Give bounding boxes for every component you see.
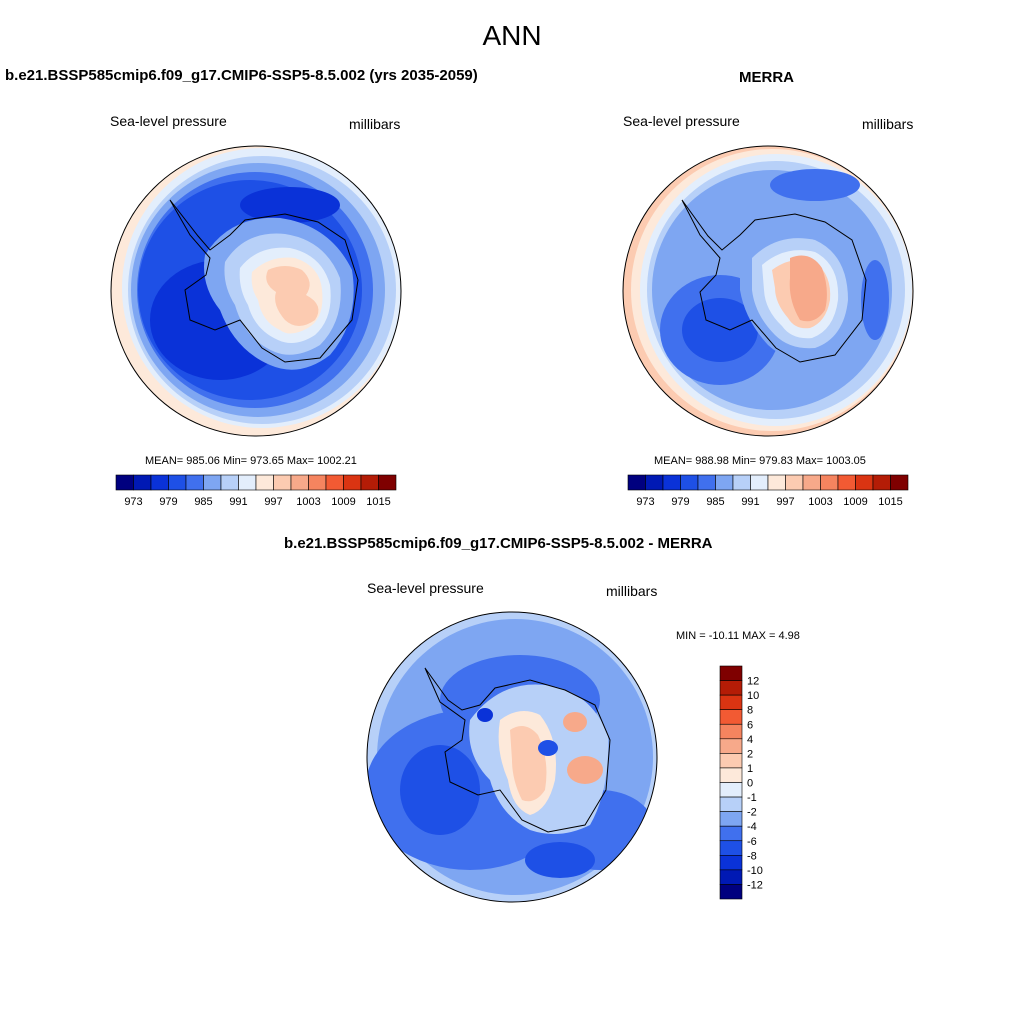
colorbar-box — [719, 680, 743, 696]
units-label-obs: millibars — [862, 116, 914, 132]
colorbar-box — [872, 474, 891, 491]
variable-label-diff: Sea-level pressure — [367, 580, 484, 596]
colorbar-tick-label: 4 — [747, 734, 753, 746]
colorbar-tick-label: 973 — [636, 496, 654, 508]
colorbar-box — [732, 474, 751, 491]
colorbar-tick-label: 1009 — [331, 496, 355, 508]
colorbar-tick-label: 997 — [264, 496, 282, 508]
variable-label-obs: Sea-level pressure — [623, 113, 740, 129]
colorbar-tick-label: 1003 — [296, 496, 320, 508]
colorbar-box — [220, 474, 239, 491]
colorbar-tick-label: -2 — [747, 807, 757, 819]
colorbar-box — [719, 753, 743, 769]
colorbar-tick-label: -6 — [747, 836, 757, 848]
colorbar-box — [719, 884, 743, 900]
colorbar-box — [719, 723, 743, 740]
panel-title-model: b.e21.BSSP585cmip6.f09_g17.CMIP6-SSP5-8.… — [5, 67, 478, 84]
stats-model: MEAN= 985.06 Min= 973.65 Max= 1002.21 — [145, 455, 357, 467]
colorbar-box — [719, 840, 743, 856]
colorbar-box — [325, 474, 344, 491]
colorbar-tick-label: 1015 — [366, 496, 390, 508]
colorbar-box — [378, 474, 397, 491]
colorbar-box — [168, 474, 187, 491]
colorbar-tick-label: 985 — [194, 496, 212, 508]
colorbar-tick-label: 979 — [671, 496, 689, 508]
map-diff — [367, 612, 657, 902]
colorbar-box — [719, 796, 743, 812]
colorbar-model: 973 979 985 991 997 1003 1009 1015 — [115, 474, 397, 508]
colorbar-box — [719, 825, 743, 842]
colorbar-tick-label: 1015 — [878, 496, 902, 508]
colorbar-box — [715, 474, 734, 491]
colorbar-box — [802, 474, 821, 491]
colorbar-box — [719, 665, 743, 681]
colorbar-box — [750, 474, 769, 491]
colorbar-box — [719, 782, 743, 798]
colorbar-box — [360, 474, 379, 491]
units-label-model: millibars — [349, 116, 401, 132]
colorbar-box — [680, 474, 699, 491]
colorbar-box — [662, 474, 681, 491]
colorbar-box — [890, 474, 909, 491]
colorbar-box — [133, 474, 152, 491]
colorbar-box — [115, 474, 134, 491]
colorbar-box — [719, 869, 743, 885]
units-label-diff: millibars — [606, 583, 658, 599]
colorbar-box — [343, 474, 362, 491]
colorbar-tick-label: -12 — [747, 879, 763, 891]
colorbar-box — [627, 474, 646, 491]
colorbar-tick-label: 991 — [229, 496, 247, 508]
stats-diff: MIN = -10.11 MAX = 4.98 — [676, 630, 800, 642]
colorbar-tick-label: -8 — [747, 850, 757, 862]
colorbar-box — [719, 855, 743, 871]
colorbar-tick-label: 997 — [776, 496, 794, 508]
colorbar-box — [203, 474, 222, 491]
colorbar-box — [645, 474, 664, 491]
colorbar-tick-label: 1 — [747, 763, 753, 775]
colorbar-tick-label: 1009 — [843, 496, 867, 508]
colorbar-box — [767, 474, 786, 491]
stats-obs: MEAN= 988.98 Min= 979.83 Max= 1003.05 — [654, 455, 866, 467]
colorbar-box — [150, 474, 169, 491]
colorbar-box — [785, 474, 804, 491]
colorbar-box — [255, 474, 274, 491]
colorbar-box — [719, 694, 743, 710]
figure-title: ANN — [482, 20, 542, 51]
colorbar-tick-label: 8 — [747, 705, 753, 717]
colorbar-box — [719, 738, 743, 754]
colorbar-tick-label: 985 — [706, 496, 724, 508]
colorbar-box — [719, 767, 743, 783]
colorbar-tick-label: -1 — [747, 792, 757, 804]
colorbar-box — [820, 474, 839, 491]
colorbar-box — [238, 474, 257, 491]
colorbar-tick-label: 12 — [747, 676, 759, 688]
colorbar-box — [719, 709, 743, 725]
map-obs — [623, 146, 913, 436]
colorbar-tick-label: 973 — [124, 496, 142, 508]
colorbar-tick-label: 2 — [747, 748, 753, 760]
colorbar-box — [185, 474, 204, 491]
colorbar-box — [273, 474, 292, 491]
colorbar-box — [855, 474, 874, 491]
colorbar-box — [308, 474, 327, 491]
panel-title-obs: MERRA — [739, 69, 794, 86]
colorbar-tick-label: -4 — [747, 821, 757, 833]
colorbar-tick-label: 1003 — [808, 496, 832, 508]
colorbar-tick-label: 0 — [747, 778, 753, 790]
colorbar-box — [697, 474, 716, 491]
map-model — [111, 146, 401, 436]
colorbar-box — [290, 474, 309, 491]
colorbar-tick-label: 10 — [747, 690, 759, 702]
colorbar-tick-label: 6 — [747, 719, 753, 731]
colorbar-box — [719, 811, 743, 827]
colorbar-box — [837, 474, 856, 491]
colorbar-obs: 973 979 985 991 997 1003 1009 1015 — [627, 474, 909, 508]
colorbar-tick-label: 991 — [741, 496, 759, 508]
panel-title-diff: b.e21.BSSP585cmip6.f09_g17.CMIP6-SSP5-8.… — [284, 535, 713, 552]
colorbar-tick-label: 979 — [159, 496, 177, 508]
variable-label-model: Sea-level pressure — [110, 113, 227, 129]
colorbar-tick-label: -10 — [747, 865, 763, 877]
